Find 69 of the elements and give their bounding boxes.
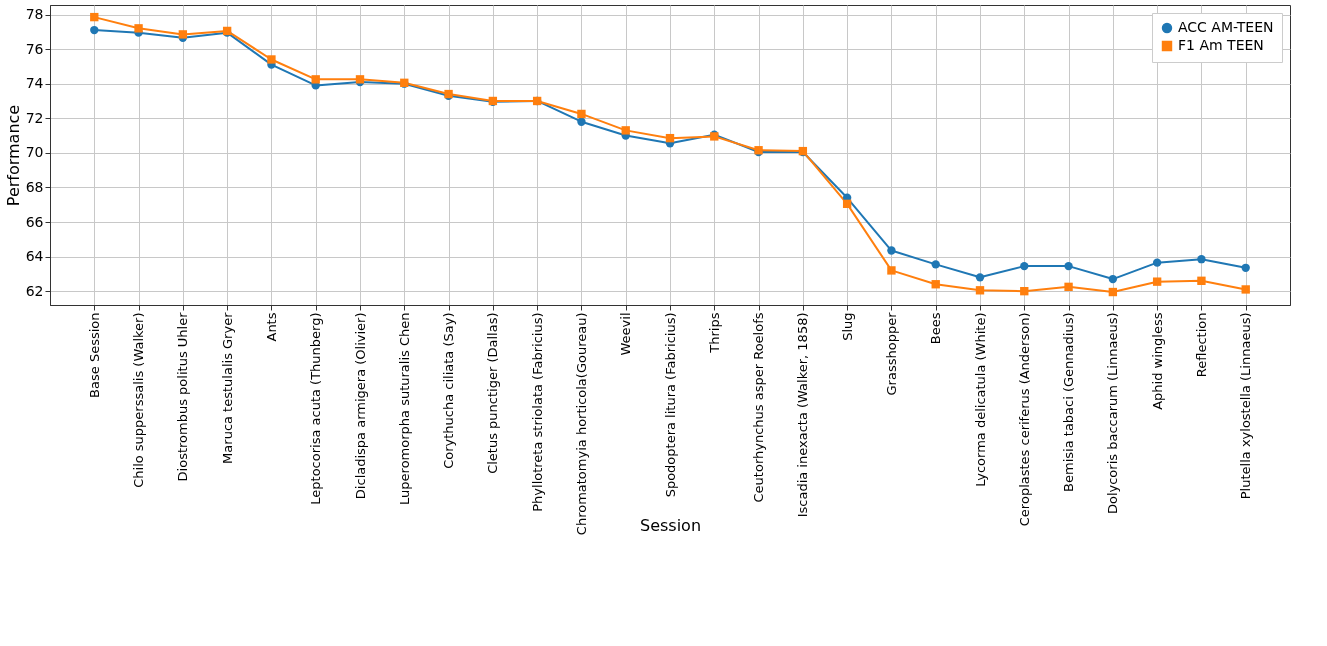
point [1152, 277, 1162, 286]
point [1108, 287, 1118, 297]
x-tick-label: Chilo supperssalis (Walker) [131, 312, 147, 488]
y-tick-label: 72 [25, 109, 44, 126]
x-tick-label: Slug [839, 312, 855, 341]
x-tick-label: Iscadia inexacta (Walker, 1858) [795, 312, 811, 518]
y-axis-title: Performance [3, 104, 23, 207]
x-tick-label: Maruca testulalis Gryer [219, 311, 235, 464]
point [1241, 285, 1250, 294]
x-tick-label: Diostrombus politus Uhler [175, 311, 191, 482]
point [1064, 261, 1073, 271]
x-tick-label: Lycorma delicatula (White) [972, 312, 988, 487]
x-tick-label: Dicladispa armigera (Olivier) [352, 312, 368, 500]
x-tick-label: Chromatomyia horticola(Goureau) [573, 312, 589, 536]
x-tick-label: Base Session [86, 312, 102, 398]
y-tick-label: 66 [25, 213, 44, 230]
x-tick-label: Phyllotreta striolata (Fabricius) [529, 312, 545, 512]
point [1197, 255, 1206, 264]
point [178, 30, 188, 39]
point [1020, 286, 1029, 296]
y-tick-label: 70 [25, 144, 44, 161]
x-tick-label: Cletus punctiger (Dallas) [485, 312, 501, 474]
point [1064, 282, 1073, 292]
x-tick-label: Ceroplastes ceriferus (Anderson) [1016, 312, 1032, 527]
point [311, 75, 320, 84]
x-tick-label: Bees [928, 312, 944, 345]
y-tick-label: 76 [25, 40, 44, 57]
point [1197, 276, 1206, 285]
x-tick-label: Bemisia tabaci (Gennadius) [1061, 312, 1077, 492]
y-tick-label: 78 [25, 6, 44, 23]
point [1108, 274, 1118, 284]
x-tick-label: Thrips [706, 312, 722, 354]
point [134, 24, 143, 33]
x-axis-title: Session [639, 515, 702, 535]
point [1152, 258, 1162, 267]
x-tick-label: Weevil [618, 312, 634, 356]
y-tick-label: 68 [25, 178, 44, 195]
point [931, 260, 940, 269]
x-tick-label: Reflection [1193, 312, 1209, 378]
point [90, 25, 99, 35]
point [842, 199, 852, 209]
y-tick-label: 62 [25, 282, 44, 299]
point [621, 126, 630, 135]
legend-label: ACC AM-TEEN [1178, 19, 1274, 35]
point [90, 12, 99, 22]
x-tick-label: Ants [263, 312, 279, 342]
point [665, 133, 675, 143]
x-tick-label: Grasshopper [883, 311, 899, 396]
x-tick-label: Leptocorisa acuta (Thunberg) [308, 312, 324, 505]
point [887, 266, 896, 275]
point [975, 286, 985, 295]
x-tick-label: Dolycoris baccarum (Linnaeus) [1105, 312, 1121, 515]
x-tick-label: Luperomorpha suturalis Chen [396, 312, 412, 505]
point [577, 117, 586, 126]
x-tick-label: Spodoptera litura (Fabricius) [662, 312, 678, 498]
point [975, 273, 985, 282]
x-tick-label: Aphid wingless [1149, 312, 1165, 410]
point [1020, 261, 1029, 271]
point [887, 246, 896, 255]
y-tick-label: 74 [25, 75, 44, 92]
point [1241, 263, 1250, 272]
x-tick-label: Corythucha ciliata (Say) [441, 312, 457, 469]
x-tick-label: Plutella xylostella (Linnaeus) [1238, 312, 1254, 500]
point [267, 55, 276, 64]
y-tick-label: 64 [25, 248, 44, 265]
point [577, 109, 586, 119]
legend-label: F1 Am TEEN [1178, 37, 1264, 53]
x-tick-label: Ceutorhynchus asper Roelofs [751, 312, 767, 503]
point [931, 280, 940, 289]
